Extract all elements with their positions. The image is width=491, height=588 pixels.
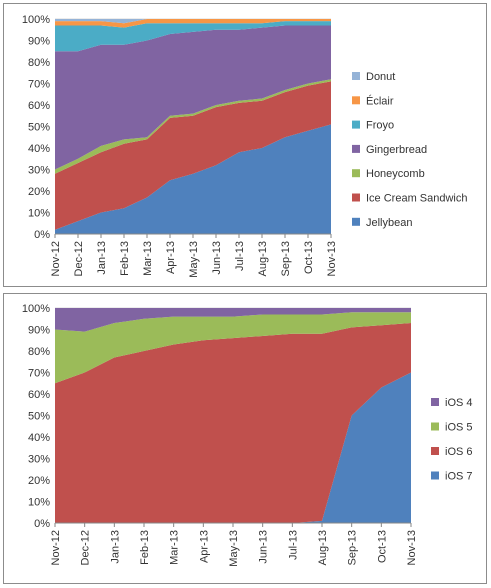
y-tick-label: 100%: [22, 14, 50, 26]
y-tick-label: 10%: [28, 497, 50, 509]
y-tick-label: 100%: [22, 303, 50, 315]
legend-swatch-ios-6: [431, 447, 439, 455]
y-tick-label: 20%: [28, 475, 50, 487]
legend-label-donut: Donut: [366, 71, 395, 83]
y-tick-label: 70%: [28, 79, 50, 91]
series-area-froyo: [55, 21, 331, 52]
x-tick-label: Mar-13: [142, 241, 154, 276]
y-tick-label: 90%: [28, 36, 50, 48]
x-tick-label: Nov-12: [50, 241, 62, 276]
y-tick-label: 30%: [28, 454, 50, 466]
legend-label-eclair: Éclair: [366, 94, 394, 107]
legend-label-gingerbread: Gingerbread: [366, 144, 427, 156]
x-tick-label: Jul-13: [287, 530, 299, 560]
x-tick-label: Nov-13: [406, 530, 418, 565]
series-area-ios-7: [55, 372, 411, 523]
legend-label-ios-5: iOS 5: [445, 422, 473, 434]
x-tick-label: Nov-13: [326, 241, 338, 276]
y-tick-label: 10%: [28, 208, 50, 220]
y-tick-label: 80%: [28, 57, 50, 69]
y-tick-label: 50%: [28, 122, 50, 134]
y-tick-label: 60%: [28, 100, 50, 112]
y-tick-label: 40%: [28, 143, 50, 155]
legend-swatch-ios-5: [431, 422, 439, 431]
x-tick-label: Jun-13: [258, 530, 270, 564]
legend-label-ios-7: iOS 7: [445, 471, 473, 483]
x-tick-label: Jul-13: [234, 241, 246, 271]
legend-swatch-froyo: [352, 120, 360, 129]
legend-swatch-donut: [352, 72, 360, 80]
y-tick-label: 0%: [34, 229, 50, 241]
x-tick-label: Mar-13: [169, 530, 181, 565]
x-tick-label: Jan-13: [96, 241, 108, 275]
y-tick-label: 20%: [28, 186, 50, 198]
legend-swatch-gingerbread: [352, 144, 360, 153]
y-tick-label: 90%: [28, 325, 50, 337]
x-tick-label: Oct-13: [303, 241, 315, 274]
series-area-ice-cream-sandwich: [55, 81, 331, 230]
x-tick-label: Jan-13: [109, 530, 121, 564]
ios-chart-panel: 0% 10% 20% 30% 40% 50% 60% 70% 80% 90% 100% Nov-12 D…: [3, 293, 487, 584]
legend-label-ios-6: iOS 6: [445, 446, 473, 458]
x-tick-label: May-13: [228, 530, 240, 567]
legend-label-honeycomb: Honeycomb: [366, 168, 425, 180]
y-tick-label: 60%: [28, 389, 50, 401]
legend-swatch-eclair: [352, 96, 360, 105]
legend-label-ios-4: iOS 4: [445, 397, 473, 409]
x-tick-label: Oct-13: [376, 530, 388, 563]
y-tick-label: 50%: [28, 411, 50, 423]
series-area-eclair: [55, 19, 331, 28]
x-tick-label: Apr-13: [198, 530, 210, 563]
x-tick-label: Dec-12: [80, 530, 92, 565]
y-tick-label: 0%: [34, 518, 50, 530]
legend-label-jellybean: Jellybean: [366, 217, 412, 229]
y-tick-label: 40%: [28, 432, 50, 444]
ios-version-chart: 0% 10% 20% 30% 40% 50% 60% 70% 80% 90% 100% Nov-12 D…: [22, 303, 473, 567]
android-version-chart: 0% 10% 20% 30% 40% 50% 60% 70% 80% 90% 100% Nov-12 D…: [22, 14, 468, 278]
legend-label-froyo: Froyo: [366, 120, 394, 132]
legend-swatch-ice-cream-sandwich: [352, 193, 360, 202]
x-tick-label: Jun-13: [211, 241, 223, 275]
legend-swatch-ios-7: [431, 471, 439, 480]
x-tick-label: Feb-13: [139, 530, 151, 565]
legend-label-ice-cream-sandwich: Ice Cream Sandwich: [366, 193, 468, 205]
y-tick-label: 80%: [28, 346, 50, 358]
x-tick-label: Feb-13: [119, 241, 131, 276]
x-tick-label: Dec-12: [73, 241, 85, 276]
x-tick-label: Sep-13: [347, 530, 359, 565]
android-chart-panel: 0% 10% 20% 30% 40% 50% 60% 70% 80% 90% 100% Nov-12 D…: [3, 3, 487, 287]
legend-swatch-jellybean: [352, 217, 360, 226]
series-area-ios-6: [55, 323, 411, 523]
x-tick-label: Sep-13: [280, 241, 292, 276]
x-tick-label: Nov-12: [50, 530, 62, 565]
x-tick-label: May-13: [188, 241, 200, 278]
series-area-ios-4: [55, 308, 411, 332]
y-tick-label: 30%: [28, 165, 50, 177]
legend-swatch-ios-4: [431, 398, 439, 406]
legend-swatch-honeycomb: [352, 169, 360, 178]
series-area-gingerbread: [55, 25, 331, 170]
x-tick-label: Apr-13: [165, 241, 177, 274]
x-tick-label: Aug-13: [317, 530, 329, 565]
series-area-jellybean: [55, 124, 331, 234]
x-tick-label: Aug-13: [257, 241, 269, 276]
y-tick-label: 70%: [28, 368, 50, 380]
series-area-donut: [55, 19, 331, 24]
series-area-ios-5: [55, 312, 411, 384]
